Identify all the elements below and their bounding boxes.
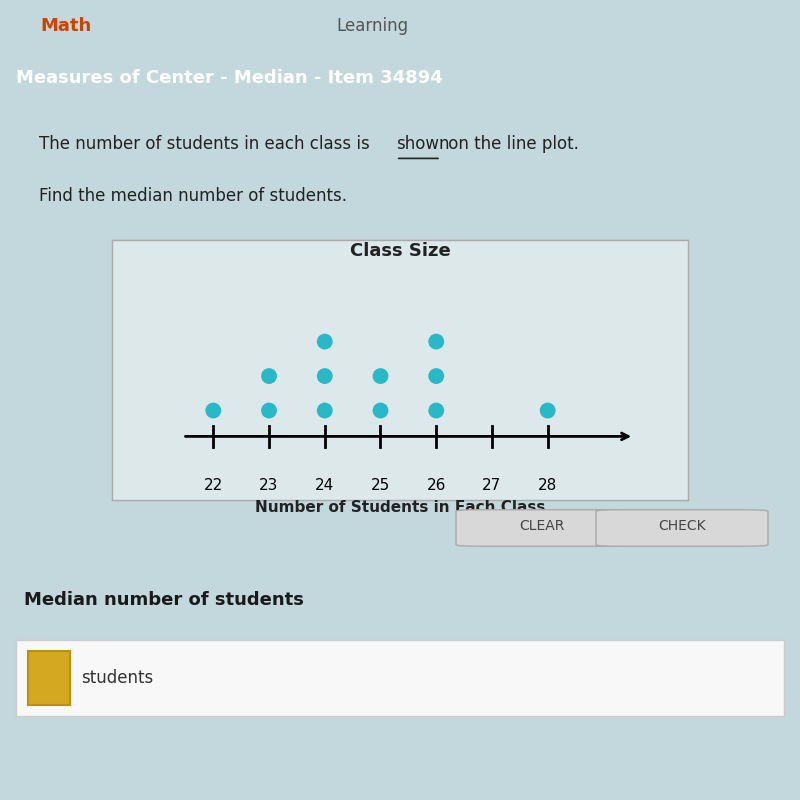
Point bbox=[374, 370, 387, 382]
Point bbox=[542, 404, 554, 417]
Text: CHECK: CHECK bbox=[658, 518, 706, 533]
FancyBboxPatch shape bbox=[596, 510, 768, 546]
Text: The number of students in each class is: The number of students in each class is bbox=[38, 135, 374, 154]
Text: students: students bbox=[82, 669, 154, 687]
Text: Find the median number of students.: Find the median number of students. bbox=[38, 186, 346, 205]
Point bbox=[262, 404, 275, 417]
Point bbox=[430, 370, 442, 382]
Point bbox=[318, 404, 331, 417]
X-axis label: Number of Students in Each Class: Number of Students in Each Class bbox=[255, 500, 545, 514]
Title: Class Size: Class Size bbox=[350, 242, 450, 260]
FancyBboxPatch shape bbox=[27, 651, 70, 705]
Text: on the line plot.: on the line plot. bbox=[443, 135, 579, 154]
Point bbox=[318, 335, 331, 348]
Point bbox=[374, 404, 387, 417]
Point bbox=[430, 335, 442, 348]
Text: Math: Math bbox=[40, 17, 91, 35]
Text: shown: shown bbox=[396, 135, 450, 154]
Point bbox=[207, 404, 220, 417]
Point bbox=[262, 370, 275, 382]
Text: CLEAR: CLEAR bbox=[520, 518, 565, 533]
Point bbox=[430, 404, 442, 417]
FancyBboxPatch shape bbox=[456, 510, 628, 546]
Text: Measures of Center - Median - Item 34894: Measures of Center - Median - Item 34894 bbox=[16, 69, 442, 87]
Text: Median number of students: Median number of students bbox=[24, 591, 304, 609]
Text: Learning: Learning bbox=[336, 17, 408, 35]
Point bbox=[318, 370, 331, 382]
